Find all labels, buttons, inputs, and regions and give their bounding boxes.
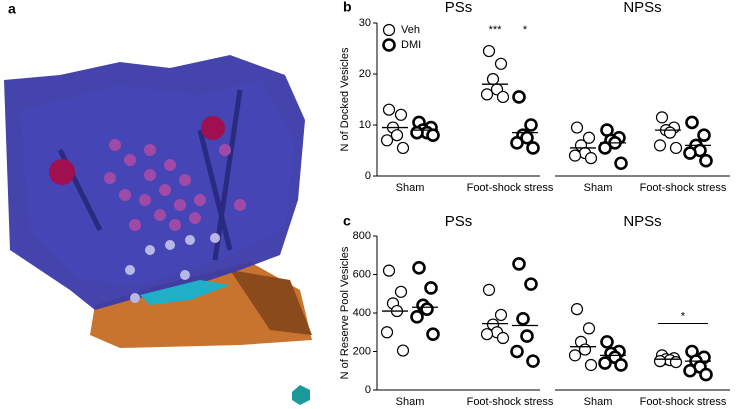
legend-marker bbox=[382, 38, 396, 52]
y-tick-label: 200 bbox=[353, 345, 371, 357]
data-point bbox=[598, 141, 612, 155]
data-point bbox=[570, 121, 584, 134]
chart-title: PSs bbox=[445, 0, 473, 16]
data-point bbox=[683, 363, 697, 378]
annotation: * bbox=[681, 310, 686, 322]
data-point bbox=[614, 358, 628, 372]
legend-marker bbox=[382, 23, 396, 37]
data-point bbox=[524, 118, 538, 132]
data-point bbox=[412, 260, 426, 275]
data-point bbox=[582, 322, 596, 335]
data-point bbox=[582, 131, 596, 144]
data-point bbox=[394, 108, 408, 121]
data-point bbox=[570, 303, 584, 316]
y-tick-label: 400 bbox=[353, 307, 371, 319]
data-point bbox=[380, 134, 394, 147]
data-point bbox=[382, 264, 396, 277]
data-point bbox=[396, 141, 410, 155]
y-tick-label: 20 bbox=[359, 68, 371, 80]
data-point bbox=[426, 128, 440, 142]
data-point bbox=[526, 141, 540, 155]
data-point bbox=[494, 308, 508, 322]
data-point bbox=[496, 90, 510, 104]
data-point bbox=[424, 281, 438, 295]
panel-label: b bbox=[343, 0, 352, 15]
data-point bbox=[653, 139, 667, 152]
data-point bbox=[614, 156, 628, 171]
x-tick-label: Foot-shock stress bbox=[467, 182, 554, 194]
data-point bbox=[598, 356, 612, 370]
data-point bbox=[380, 326, 394, 339]
x-tick-label: Foot-shock stress bbox=[640, 182, 727, 194]
data-point bbox=[516, 311, 530, 326]
y-tick-label: 800 bbox=[353, 230, 371, 242]
data-point bbox=[524, 277, 538, 291]
panel-label: a bbox=[8, 1, 16, 17]
y-tick-label: 0 bbox=[365, 384, 371, 396]
data-point bbox=[669, 141, 683, 155]
data-point bbox=[394, 285, 408, 298]
data-point bbox=[512, 257, 526, 271]
data-point bbox=[653, 355, 667, 368]
annotation: *** bbox=[489, 24, 503, 36]
data-point bbox=[496, 331, 510, 345]
data-point bbox=[685, 115, 699, 130]
legend-label: Veh bbox=[401, 24, 420, 36]
data-point bbox=[526, 354, 540, 368]
legend-label: DMI bbox=[401, 39, 421, 51]
data-point bbox=[699, 367, 713, 382]
data-point bbox=[568, 349, 582, 362]
x-tick-label: Sham bbox=[396, 396, 425, 408]
x-tick-label: Sham bbox=[584, 396, 613, 408]
data-point bbox=[699, 153, 713, 168]
chart-title: NPSs bbox=[623, 213, 661, 230]
data-point bbox=[480, 328, 494, 341]
data-point bbox=[396, 344, 410, 357]
x-tick-label: Sham bbox=[584, 182, 613, 194]
data-point bbox=[420, 302, 434, 316]
data-point bbox=[510, 344, 524, 359]
data-point bbox=[482, 283, 496, 296]
data-point bbox=[669, 355, 683, 369]
data-point bbox=[482, 44, 496, 58]
data-point bbox=[568, 149, 582, 162]
data-point bbox=[584, 152, 598, 165]
data-point bbox=[663, 126, 677, 139]
y-axis-label: N of Docked Vesicles bbox=[339, 47, 351, 151]
y-tick-label: 600 bbox=[353, 268, 371, 280]
y-tick-label: 30 bbox=[359, 17, 371, 29]
data-point bbox=[655, 111, 669, 124]
chart-title: PSs bbox=[445, 213, 473, 230]
y-tick-label: 10 bbox=[359, 119, 371, 131]
annotation: * bbox=[523, 24, 528, 36]
chart-title: NPSs bbox=[623, 0, 661, 16]
data-point bbox=[512, 90, 526, 104]
data-point bbox=[520, 329, 534, 343]
data-point bbox=[494, 57, 508, 70]
data-point bbox=[382, 103, 396, 116]
data-point bbox=[697, 128, 711, 142]
data-point bbox=[510, 136, 524, 150]
panel-label: c bbox=[343, 213, 351, 229]
rendering bbox=[0, 0, 340, 409]
x-tick-label: Foot-shock stress bbox=[640, 396, 727, 408]
data-point bbox=[410, 310, 424, 324]
data-point bbox=[578, 343, 592, 356]
y-axis-label: N of Reserve Pool Vesicles bbox=[339, 246, 351, 379]
data-point bbox=[683, 146, 697, 160]
data-point bbox=[584, 358, 598, 372]
data-point bbox=[486, 72, 500, 86]
data-point bbox=[390, 129, 404, 142]
data-point bbox=[480, 88, 494, 101]
x-tick-label: Foot-shock stress bbox=[467, 396, 554, 408]
data-point bbox=[410, 125, 424, 140]
x-tick-label: Sham bbox=[396, 182, 425, 194]
data-point bbox=[426, 327, 440, 341]
data-point bbox=[600, 335, 614, 349]
y-tick-label: 0 bbox=[365, 170, 371, 182]
